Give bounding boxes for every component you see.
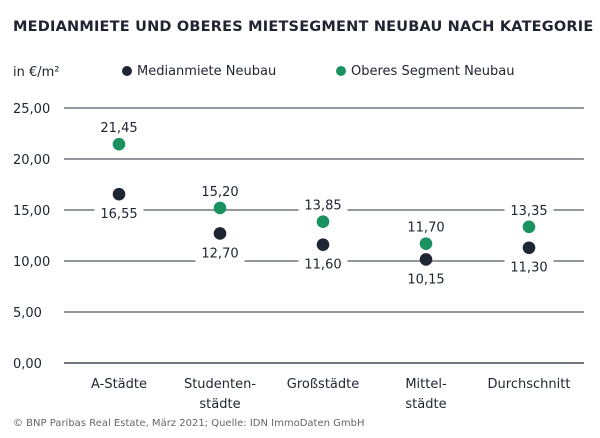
label-bg-median-3 — [401, 268, 451, 288]
point-upper-0 — [112, 137, 126, 151]
y-tick-label-5: 25,00 — [13, 102, 50, 117]
label-bg-upper-1 — [195, 180, 245, 200]
legend: Medianmiete Neubau Oberes Segment Neubau — [122, 64, 515, 79]
legend-marker-0 — [122, 66, 132, 76]
source-note: © BNP Paribas Real Estate, März 2021; Qu… — [13, 418, 364, 429]
label-median-4: 11,30 — [510, 261, 547, 276]
chart-title: MEDIANMIETE UND OBERES MIETSEGMENT NEUBA… — [13, 19, 593, 35]
point-median-2 — [316, 238, 330, 251]
grid — [64, 107, 584, 364]
point-upper-1 — [213, 201, 227, 215]
x-category-label-3-0: Mittel- — [405, 377, 447, 392]
legend-marker-1 — [336, 66, 346, 76]
point-median-3 — [419, 253, 433, 266]
x-category-label-1-1: städte — [199, 397, 240, 412]
y-tick-label-1: 5,00 — [13, 306, 42, 321]
label-upper-2: 13,85 — [304, 199, 341, 214]
y-axis-unit: in €/m² — [13, 65, 60, 80]
data-labels: 16,55 21,45 12,70 15,20 11,60 13,85 10,15 11,70… — [94, 117, 554, 288]
point-median-4 — [522, 241, 536, 255]
y-tick-label-2: 10,00 — [13, 255, 50, 270]
label-bg-upper-4 — [504, 199, 554, 219]
label-bg-median-1 — [195, 242, 245, 262]
label-bg-median-2 — [298, 253, 348, 273]
x-category-label-1-0: Studenten- — [184, 377, 256, 392]
point-upper-3 — [419, 237, 433, 250]
point-upper-4 — [522, 220, 536, 234]
x-category-label-3-1: städte — [405, 397, 446, 412]
legend-label-0: Medianmiete Neubau — [137, 64, 276, 79]
y-tick-label-3: 15,00 — [13, 204, 50, 219]
legend-label-1: Oberes Segment Neubau — [351, 64, 515, 79]
label-bg-median-4 — [504, 256, 554, 276]
label-bg-upper-3 — [401, 216, 451, 236]
x-category-label-2-0: Großstädte — [287, 377, 359, 392]
point-median-0 — [112, 187, 126, 201]
data-points — [112, 137, 536, 266]
label-upper-0: 21,45 — [100, 121, 137, 136]
label-upper-4: 13,35 — [510, 204, 547, 219]
label-bg-upper-2 — [298, 194, 348, 214]
label-median-0: 16,55 — [100, 207, 137, 222]
label-median-1: 12,70 — [201, 246, 238, 261]
label-median-3: 10,15 — [407, 272, 444, 287]
label-upper-3: 11,70 — [407, 221, 444, 236]
label-upper-1: 15,20 — [201, 185, 238, 200]
y-tick-label-4: 20,00 — [13, 153, 50, 168]
point-upper-2 — [316, 215, 330, 229]
y-axis-ticks: 0,00 5,00 10,00 15,00 20,00 25,00 — [13, 102, 50, 372]
label-bg-median-0 — [94, 203, 144, 223]
point-median-1 — [213, 227, 227, 240]
x-axis-categories: A-Städte Studenten-städte Großstädte Mittel… — [91, 377, 570, 412]
y-tick-label-0: 0,00 — [13, 357, 42, 372]
x-category-label-0-0: A-Städte — [91, 377, 147, 392]
label-median-2: 11,60 — [304, 258, 341, 273]
x-category-label-4-0: Durchschnitt — [488, 377, 571, 392]
label-bg-upper-0 — [94, 117, 144, 137]
